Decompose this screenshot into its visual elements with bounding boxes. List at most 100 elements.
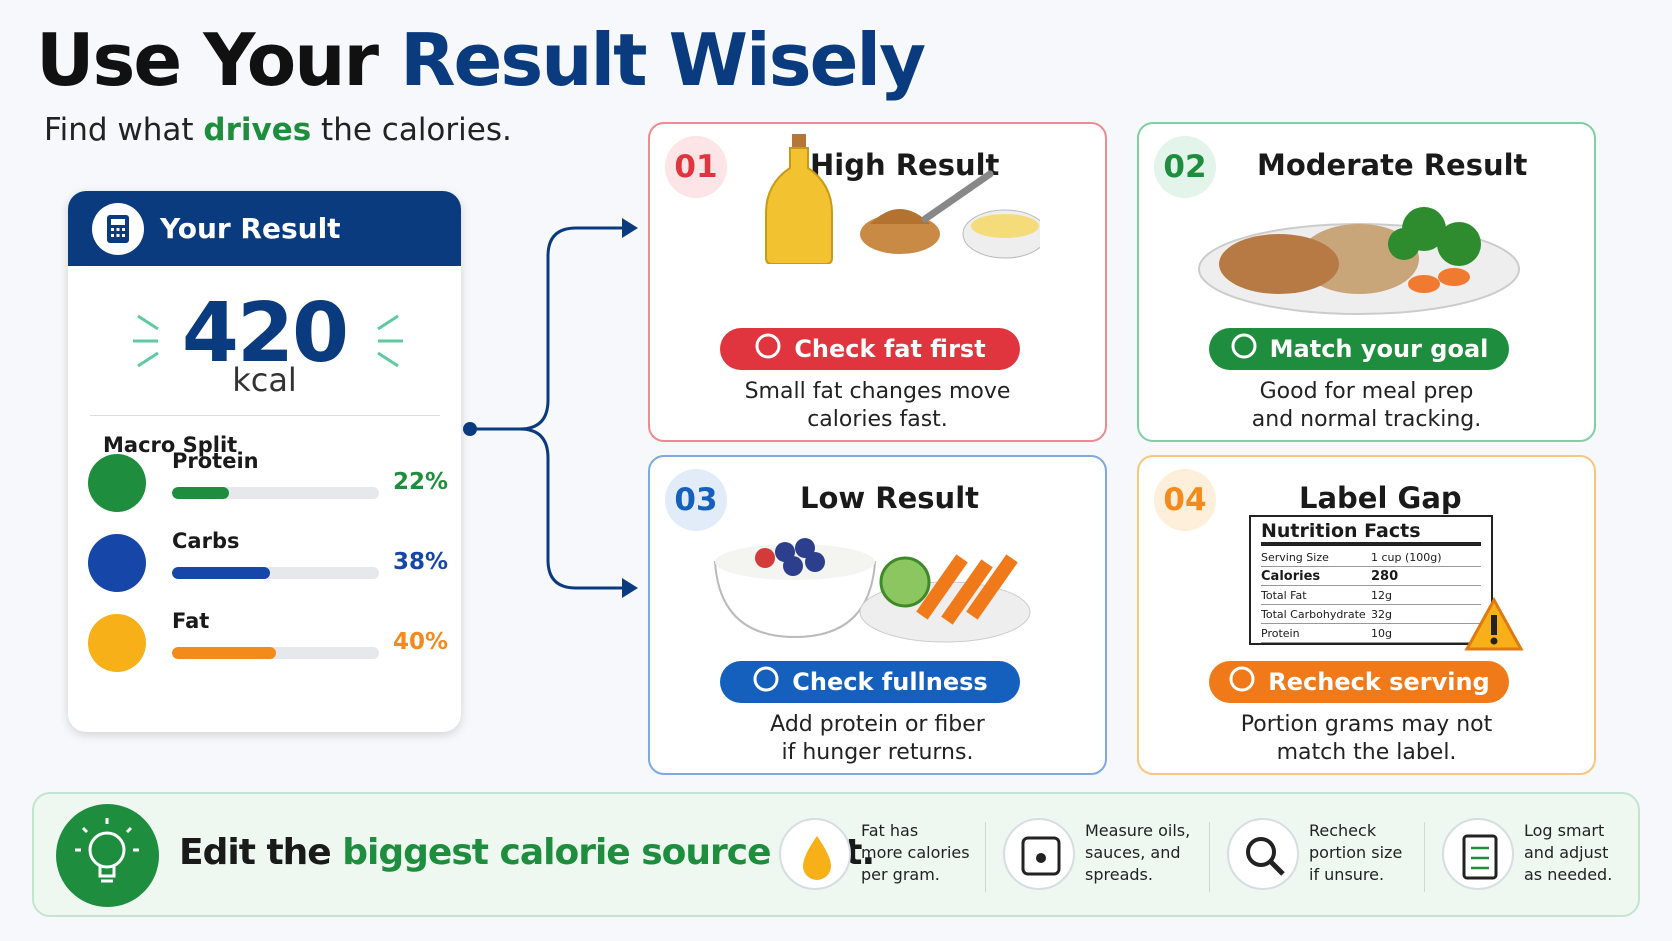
button-label: Check fat first [794,335,986,363]
nutrition-label: Nutrition Facts Serving Size 1 cup (100g) C… [1249,515,1493,645]
button-icon [752,665,780,699]
tip-icon [1442,818,1514,890]
button-label: Match your goal [1269,335,1489,363]
card-description: Add protein or fiber if hunger returns. [650,711,1105,767]
description-line: if hunger returns. [781,740,974,765]
tip-line: as needed. [1524,865,1613,884]
tip-line: and adjust [1524,843,1609,862]
divider [90,415,440,416]
nutrition-cell: Total Fat [1261,588,1307,602]
card-number: 03 [665,469,727,531]
card-title: Moderate Result [1257,148,1528,182]
tip: Fat has more calories per gram. [779,818,979,898]
tip-line: Measure oils, [1085,821,1191,840]
tip-divider [1424,822,1425,892]
card-description: Good for meal prep and normal tracking. [1139,378,1594,434]
tip-line: Fat has [861,821,919,840]
macro-percent: 40% [392,629,448,655]
macro-percent: 22% [392,469,448,495]
description-line: match the label. [1276,740,1457,765]
card-description: Small fat changes move calories fast. [650,378,1105,434]
result-heading: Your Result [160,212,341,245]
tip-line: Log smart [1524,821,1605,840]
macro-name: Protein [172,449,259,473]
subtitle-highlight: drives [203,112,312,148]
subtitle-text: Find what [44,112,194,148]
button-icon [1228,665,1256,699]
description-line: Add protein or fiber [770,712,985,737]
macro-icon [88,614,146,672]
result-card: Your Result 420 kcal Macro Split Protein… [68,191,461,732]
tip-text: Measure oils, sauces, and spreads. [1085,820,1190,886]
tip: Measure oils, sauces, and spreads. [1003,818,1203,898]
sparkle [133,314,403,368]
card-description: Portion grams may not match the label. [1139,711,1594,767]
macro-icon [88,534,146,592]
card-button: Check fat first [720,328,1020,370]
nutrition-row: Total Fat 12g [1261,586,1481,605]
description-line: Good for meal prep [1259,379,1474,404]
nutrition-cell: 280 [1371,568,1399,584]
result-card-1: 01 High Result Check fat first Small fat ch… [648,122,1107,442]
description-line: and normal tracking. [1251,407,1482,432]
result-card-4: 04 Label Gap Nutrition Facts Serving Size 1 … [1137,455,1596,775]
result-unit: kcal [232,361,297,399]
button-label: Check fullness [792,668,988,696]
nutrition-cell: 32g [1371,607,1392,621]
footer-text: Edit the [179,832,332,873]
tip-icon [779,818,851,890]
result-card-2: 02 Moderate Result Match your goal Good for… [1137,122,1596,442]
card-button: Recheck serving [1209,661,1509,703]
title: Use Your Result Wisely [36,18,926,102]
macro-track [172,487,379,499]
illustration [705,522,1035,656]
nutrition-cell: 1 cup (100g) [1371,550,1442,564]
illustration [740,134,1048,268]
result-value: 420 [181,286,349,381]
tip-text: Log smart and adjust as needed. [1524,820,1612,886]
tip: Log smart and adjust as needed. [1442,818,1642,898]
title-blue: Result Wisely [400,18,926,102]
button-label: Recheck serving [1268,668,1490,696]
macro-percent: 38% [392,549,448,575]
connector [463,218,638,598]
card-title: High Result [810,148,1000,182]
macro-heading: Macro Split [103,433,238,457]
nutrition-cell: Calories [1261,568,1321,584]
tip-line: portion size [1309,843,1403,862]
illustration [1194,189,1524,323]
macro-row: Carbs 38% [88,529,448,599]
macro-track [172,567,379,579]
card-number: 02 [1154,136,1216,198]
card-number: 04 [1154,469,1216,531]
card-button: Match your goal [1209,328,1509,370]
tip: Recheck portion size if unsure. [1227,818,1427,898]
nutrition-title: Nutrition Facts [1261,520,1481,546]
macro-row: Protein 22% [88,449,448,519]
macro-name: Carbs [172,529,240,553]
nutrition-cell: Total Carbohydrate [1261,607,1366,621]
calculator-icon [92,202,144,255]
card-title: Low Result [800,481,979,515]
nutrition-row: Serving Size 1 cup (100g) [1261,548,1481,567]
nutrition-cell: Protein [1261,626,1300,640]
tip-divider [1209,822,1210,892]
macro-name: Fat [172,609,210,633]
nutrition-cell: 10g [1371,626,1392,640]
macro-track [172,647,379,659]
nutrition-cell: Serving Size [1261,550,1329,564]
tip-icon [1227,818,1299,890]
button-icon [1230,332,1258,366]
macro-icon [88,454,146,512]
tip-icon [1003,818,1075,890]
title-dark: Use Your [36,18,379,102]
subtitle: Find what drives the calories. [44,112,512,148]
tip-line: spreads. [1085,865,1153,884]
tip-line: if unsure. [1309,865,1385,884]
warning-icon [1464,596,1524,656]
nutrition-row: Total Carbohydrate 32g [1261,605,1481,624]
bulb-icon [56,804,159,907]
tip-line: per gram. [861,865,940,884]
tip-text: Recheck portion size if unsure. [1309,820,1402,886]
